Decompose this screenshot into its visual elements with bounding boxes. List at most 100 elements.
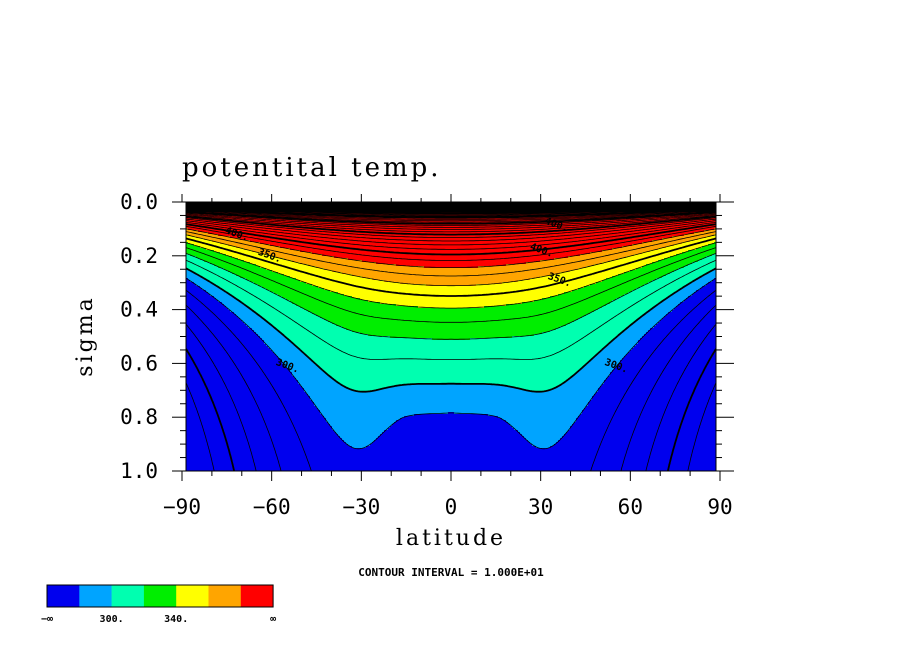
contour-fill-cell [240,238,663,241]
contour-fill-cell [616,298,667,301]
contour-fill-cell [656,278,697,281]
contour-fill-cell [696,248,716,251]
contour-fill-cell [512,386,557,389]
contour-fill-cell [606,346,635,349]
contour-fill-cell [222,302,243,305]
contour-fill-cell [662,300,685,303]
contour-fill-cell [186,468,716,471]
contour-fill-cell [698,260,716,263]
contour-fill-cell [186,256,197,259]
contour-fill-cell [584,286,641,289]
contour-fill-cell [664,316,716,319]
contour-fill-cell [650,328,716,331]
contour-fill-cell [582,316,641,319]
contour-fill-cell [646,312,669,315]
contour-fill-cell [402,384,501,387]
contour-fill-cell [702,246,716,249]
contour-fill-cell [248,306,301,309]
contour-fill-cell [280,332,361,335]
contour-line [186,277,716,450]
contour-fill-cell [270,290,331,293]
contour-fill-cell [330,376,573,379]
contour-fill-cell [300,348,603,351]
contour-fill-cell [332,426,391,429]
contour-fill-cell [632,348,716,351]
contour-fill-cell [208,292,229,295]
contour-fill-cell [666,298,687,301]
contour-fill-cell [522,302,611,305]
contour-fill-cell [542,298,617,301]
contour-fill-cell [186,300,219,303]
contour-fill-cell [708,272,716,275]
contour-fill-cell [314,404,589,407]
contour-fill-cell [186,230,199,233]
contour-fill-cell [278,294,345,297]
contour-fill-cell [384,430,519,433]
contour-fill-cell [380,434,523,437]
contour-fill-cell [342,438,377,441]
contour-fill-cell [652,308,675,311]
contour-fill-cell [186,298,217,301]
contour-fill-cell [186,312,235,315]
colorbar-label: ∞ [270,614,276,625]
contour-fills [186,202,716,471]
contour-fill-cell [312,400,591,403]
contour-fill-cell [316,314,587,317]
contour-fill-cell [644,314,667,317]
contour-fill-cell [584,366,617,369]
contour-fill-cell [306,392,597,395]
contour-fill-cell [688,296,716,299]
contour-fill-cell [312,360,591,363]
contour-fill-cell [326,372,577,375]
contour-fill-cell [332,322,571,325]
contour-fill-cell [484,306,603,309]
contour-fill-cell [384,280,519,283]
contour-fill-cell [272,350,303,353]
contour-fill-cell [186,324,247,327]
contour-fill-cell [338,292,565,295]
contour-fill-cell [594,310,649,313]
contour-line [186,214,716,230]
contour-fill-cell [186,232,209,235]
contour-fill-cell [580,368,615,371]
contour-fill-cell [508,422,575,425]
contour-fill-cell [636,288,681,291]
colorbar-label: −∞ [41,614,53,625]
x-tick-label: −90 [163,495,201,519]
y-tick-label: 0.6 [120,351,158,375]
contour-fill-cell [222,288,267,291]
contour-fill-cell [230,310,255,313]
contour-fill-cell [260,242,643,245]
contour-fill-cell [186,334,259,337]
contour-fill-cell [186,394,309,397]
contour-fill-cell [506,420,577,423]
contour-fill-cell [248,326,275,329]
contour-line [186,223,716,256]
contour-fill-cell [326,420,397,423]
contour-fill-cell [300,280,385,283]
contour-fill-cell [396,420,507,423]
contour-fill-cell [530,442,557,445]
contour-fill-cell [666,314,716,317]
contour-fill-cell [216,298,237,301]
contour-fill-cell [186,320,243,323]
contour-fill-cell [186,248,207,251]
contour-fill-cell [678,304,716,307]
contour-fill-cell [186,444,349,447]
contour-fill-cell [360,332,543,335]
contour-line [186,215,716,233]
contour-fill-cell [296,378,335,381]
contour-fill-cell [250,280,301,283]
contour-line [186,217,716,238]
contour-fill-cell [186,448,716,451]
contour-fill-cell [276,328,347,331]
contour-fill-cell [186,260,205,263]
contour-fill-cell [186,274,199,277]
y-axis-label: sigma [73,295,98,376]
contour-fill-cell [616,366,716,369]
contour-fill-cell [588,362,621,365]
contour-fill-cell [476,284,591,287]
contour-interval-text: CONTOUR INTERVAL = 1.000E+01 [358,566,544,579]
contour-fill-cell [326,418,401,421]
contour-fill-cell [518,430,569,433]
